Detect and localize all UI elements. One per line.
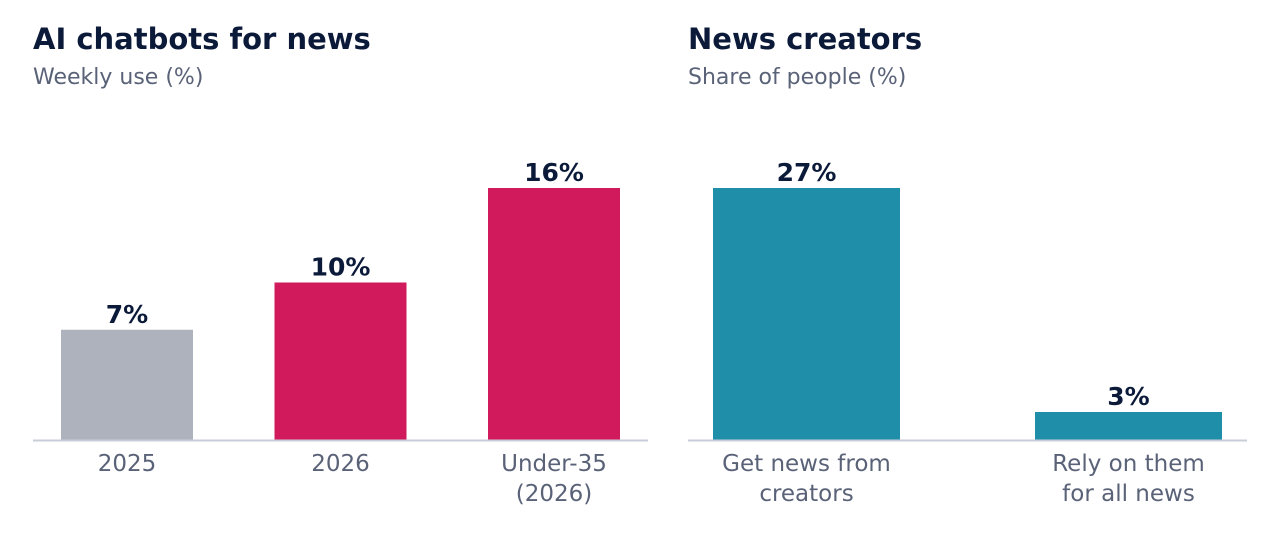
chart-title: AI chatbots for news (33, 22, 371, 56)
bar (488, 188, 620, 440)
bar (1035, 412, 1222, 440)
data-label: 7% (106, 300, 148, 329)
data-label: 16% (524, 158, 584, 187)
x-tick-label: (2026) (516, 481, 592, 507)
x-tick-label: Get news from (722, 451, 891, 477)
chart-subtitle: Share of people (%) (688, 65, 907, 90)
bar (274, 282, 407, 440)
x-tick-label: creators (759, 481, 853, 507)
chart-subtitle: Weekly use (%) (33, 65, 204, 90)
bar-chart-ai-chatbots: 7% 2025 10% 2026 16% Under-35 (2026) (33, 158, 648, 507)
chart-panel-news-creators: News creators Share of people (%) 27% Get… (660, 0, 1280, 540)
chart-panel-ai-chatbots: AI chatbots for news Weekly use (%) 7% 20… (33, 22, 648, 507)
data-label: 27% (777, 158, 837, 187)
bar (61, 329, 193, 440)
chart-title: News creators (688, 22, 923, 56)
x-tick-label: 2025 (98, 451, 157, 477)
x-tick-label: Rely on them (1052, 451, 1205, 477)
x-tick-label: 2026 (311, 451, 370, 477)
bar-chart-news-creators: 27% Get news from creators 3% Rely on them fo… (688, 158, 1247, 507)
x-tick-label: Under-35 (501, 451, 607, 477)
data-label: 10% (311, 253, 371, 282)
data-label: 3% (1107, 382, 1149, 411)
bar (713, 188, 900, 440)
x-tick-label: for all news (1062, 481, 1195, 507)
